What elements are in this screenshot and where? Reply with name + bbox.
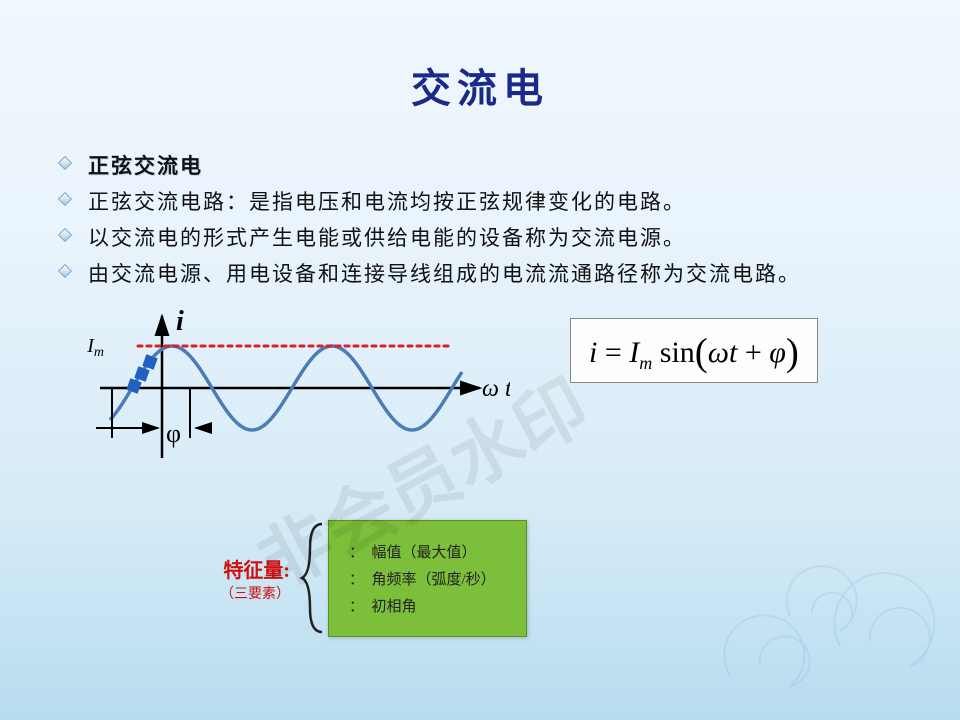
- bullet-text: 以交流电的形式产生电能或供给电能的设备称为交流电源。: [88, 222, 686, 252]
- feature-label-text: 特征量:: [220, 554, 290, 583]
- diamond-icon: [58, 228, 72, 242]
- feature-item: ： 幅值（最大值）: [349, 541, 496, 562]
- feature-row: 特征量: （三要素） ： 幅值（最大值） ： 角频率（弧度/秒） ： 初相角: [60, 518, 900, 638]
- svg-text:i: i: [176, 308, 184, 337]
- bullet-text: 正弦交流电路：是指电压和电流均按正弦规律变化的电路。: [88, 186, 686, 216]
- feature-item: ： 初相角: [349, 595, 496, 616]
- bullet-row: 以交流电的形式产生电能或供给电能的设备称为交流电源。: [60, 222, 900, 252]
- page-title: 交流电: [0, 56, 960, 114]
- content-area: 正弦交流电 正弦交流电路：是指电压和电流均按正弦规律变化的电路。 以交流电的形式…: [0, 150, 960, 638]
- bullet-row: 正弦交流电路：是指电压和电流均按正弦规律变化的电路。: [60, 186, 900, 216]
- feature-sub-label: （三要素）: [220, 583, 290, 603]
- diamond-icon: [58, 156, 72, 170]
- feature-box: ： 幅值（最大值） ： 角频率（弧度/秒） ： 初相角: [328, 520, 527, 637]
- formula-box: i = Im sin(ωt + φ): [570, 318, 818, 383]
- wave-decor-icon: [0, 656, 960, 720]
- title-text: 交流电: [411, 66, 549, 111]
- bullet-heading: 正弦交流电: [88, 150, 203, 180]
- bullet-row: 由交流电源、用电设备和连接导线组成的电流流通路径称为交流电路。: [60, 258, 900, 288]
- feature-item: ： 角频率（弧度/秒）: [349, 568, 496, 589]
- sine-wave-diagram: i Im ω t φ: [70, 308, 510, 478]
- bullet-heading-row: 正弦交流电: [60, 150, 900, 180]
- diamond-icon: [58, 192, 72, 206]
- brace-icon: [298, 518, 328, 638]
- svg-text:φ: φ: [166, 419, 181, 448]
- diagram-row: i Im ω t φ i = Im sin(ωt + φ): [60, 308, 900, 478]
- bullet-text: 由交流电源、用电设备和连接导线组成的电流流通路径称为交流电路。: [88, 258, 801, 288]
- svg-text:Im: Im: [86, 335, 104, 360]
- feature-label: 特征量: （三要素）: [220, 554, 290, 603]
- diamond-icon: [58, 264, 72, 278]
- svg-text:ω t: ω t: [482, 376, 510, 402]
